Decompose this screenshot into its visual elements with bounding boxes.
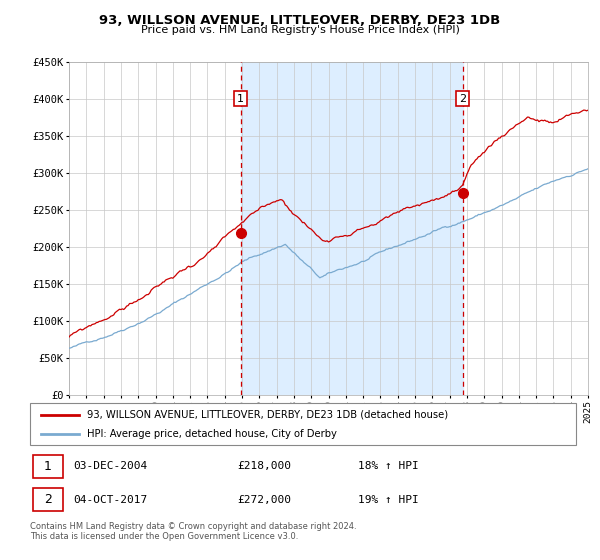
Text: 1: 1	[237, 94, 244, 104]
Bar	[241, 62, 463, 395]
FancyBboxPatch shape	[33, 488, 63, 511]
Text: 93, WILLSON AVENUE, LITTLEOVER, DERBY, DE23 1DB (detached house): 93, WILLSON AVENUE, LITTLEOVER, DERBY, D…	[88, 409, 448, 419]
Text: 2: 2	[459, 94, 466, 104]
FancyBboxPatch shape	[30, 403, 576, 445]
Text: 19% ↑ HPI: 19% ↑ HPI	[358, 495, 418, 505]
FancyBboxPatch shape	[33, 455, 63, 478]
Text: £272,000: £272,000	[238, 495, 292, 505]
Text: Price paid vs. HM Land Registry's House Price Index (HPI): Price paid vs. HM Land Registry's House …	[140, 25, 460, 35]
Text: 03-DEC-2004: 03-DEC-2004	[74, 461, 148, 471]
Text: 04-OCT-2017: 04-OCT-2017	[74, 495, 148, 505]
Text: 18% ↑ HPI: 18% ↑ HPI	[358, 461, 418, 471]
Text: HPI: Average price, detached house, City of Derby: HPI: Average price, detached house, City…	[88, 429, 337, 439]
Text: 2: 2	[44, 493, 52, 506]
Text: Contains HM Land Registry data © Crown copyright and database right 2024.
This d: Contains HM Land Registry data © Crown c…	[30, 522, 356, 542]
Text: 1: 1	[44, 460, 52, 473]
Text: £218,000: £218,000	[238, 461, 292, 471]
Text: 93, WILLSON AVENUE, LITTLEOVER, DERBY, DE23 1DB: 93, WILLSON AVENUE, LITTLEOVER, DERBY, D…	[100, 14, 500, 27]
